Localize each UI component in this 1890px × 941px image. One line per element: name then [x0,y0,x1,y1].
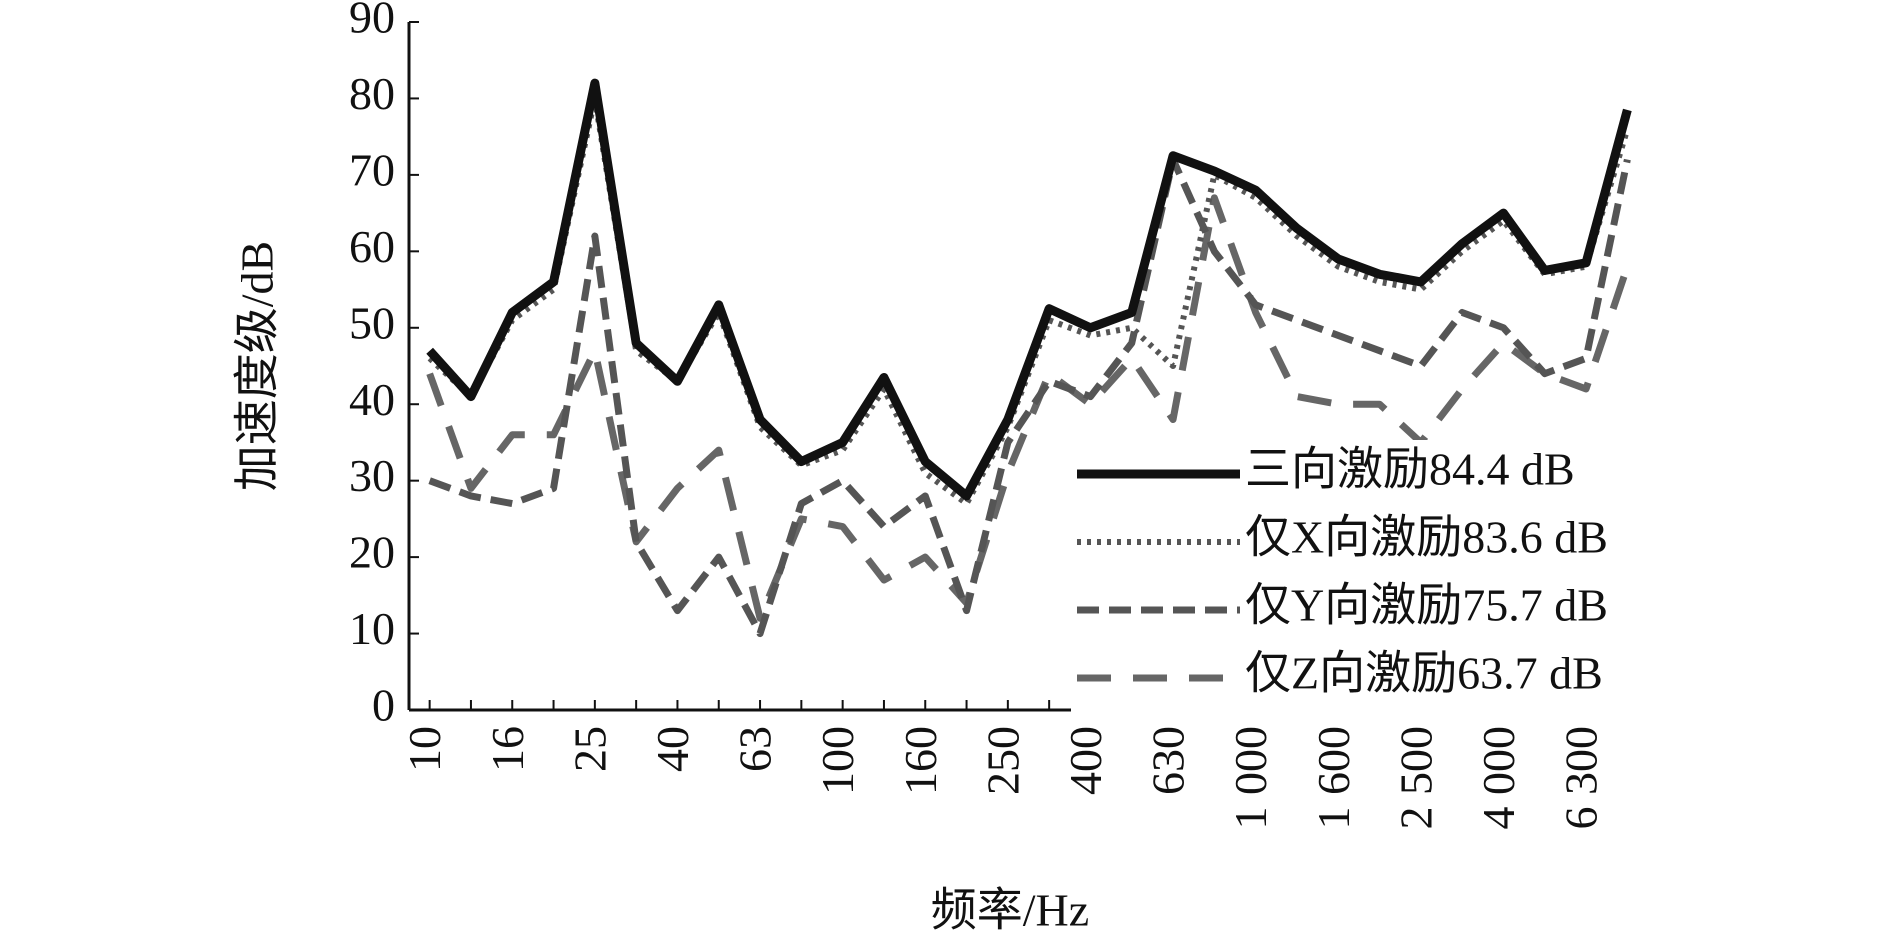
legend-label: 仅Z向激励63.7 dB [1245,648,1603,699]
x-tick-label: 250 [977,726,1028,795]
x-tick-label: 6 300 [1556,726,1607,830]
y-tick-label: 70 [349,144,395,195]
y-tick-label: 20 [349,527,395,578]
y-tick-label: 50 [349,297,395,348]
x-tick-label: 160 [895,726,946,795]
x-tick-label: 63 [730,726,781,772]
y-tick-label: 80 [349,68,395,119]
x-tick-label: 16 [482,726,533,772]
series-line [428,156,1631,638]
x-tick-label: 4 000 [1473,726,1524,830]
x-tick-label: 10 [399,726,450,772]
legend-label: 三向激励84.4 dB [1245,444,1575,495]
x-tick-label: 2 500 [1390,726,1441,830]
x-tick-label: 400 [1060,726,1111,795]
legend-bg [1071,644,1731,712]
y-tick-label: 0 [372,680,395,731]
x-tick-label: 1 600 [1308,726,1359,830]
y-tick-label: 10 [349,603,395,654]
y-tick-label: 30 [349,450,395,501]
x-tick-label: 100 [812,726,863,795]
x-tick-label: 1 000 [1225,726,1276,830]
x-tick-label: 630 [1143,726,1194,795]
x-axis-label: 频率/Hz [931,885,1089,936]
legend-label: 仅X向激励83.6 dB [1245,512,1608,563]
y-axis-label: 加速度级/dB [232,241,283,491]
y-tick-label: 60 [349,221,395,272]
y-tick-label: 90 [349,0,395,43]
series-line [426,78,1632,501]
y-tick-label: 40 [349,374,395,425]
legend-label: 仅Y向激励75.7 dB [1245,580,1608,631]
x-tick-label: 25 [564,726,615,772]
x-tick-label: 40 [647,726,698,772]
